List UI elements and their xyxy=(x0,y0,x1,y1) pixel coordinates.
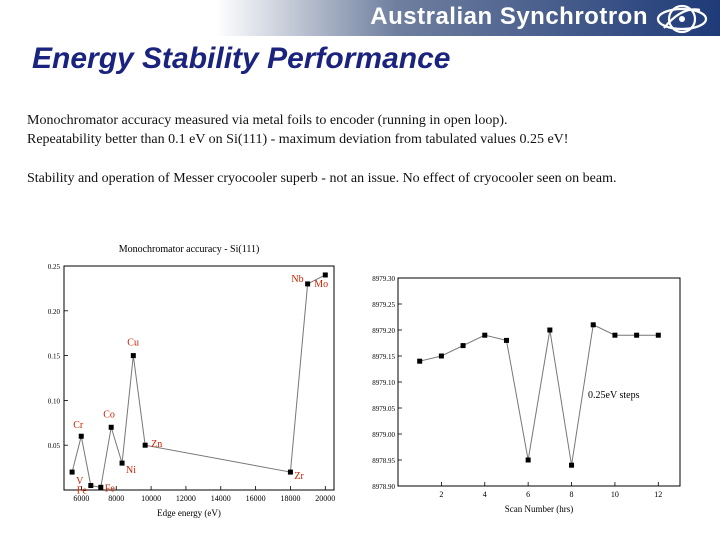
data-point xyxy=(460,343,466,349)
y-tick-label: 8978.90 xyxy=(372,483,395,491)
element-label: Zr xyxy=(294,471,304,482)
x-tick-label: 10000 xyxy=(141,494,161,503)
y-tick-label: 0.25 xyxy=(48,263,61,271)
x-tick-label: 6000 xyxy=(73,494,89,503)
data-point xyxy=(438,353,444,359)
y-tick-label: 0.20 xyxy=(48,308,61,316)
y-tick-label: 8978.95 xyxy=(372,457,395,465)
y-tick-label: 8979.00 xyxy=(372,431,395,439)
data-point xyxy=(503,337,509,343)
page-title: Energy Stability Performance xyxy=(32,42,451,75)
data-point xyxy=(322,272,328,278)
x-tick-label: 2 xyxy=(439,490,443,499)
plot-frame xyxy=(397,277,681,487)
element-label: V xyxy=(76,476,84,487)
x-tick-label: 14000 xyxy=(211,494,231,503)
x-tick-label: 6 xyxy=(526,490,530,499)
x-tick-label: 16000 xyxy=(246,494,266,503)
data-point xyxy=(590,322,596,328)
data-point xyxy=(634,332,640,338)
y-tick-label: 8979.20 xyxy=(372,327,395,335)
x-tick-label: 18000 xyxy=(280,494,300,503)
data-point xyxy=(98,484,104,490)
x-axis-label: Scan Number (hrs) xyxy=(505,504,573,514)
series-line xyxy=(71,274,326,488)
element-label: Cr xyxy=(73,420,84,431)
paragraph-line: Monochromator accuracy measured via meta… xyxy=(27,113,508,128)
data-point xyxy=(612,332,618,338)
data-point xyxy=(655,332,661,338)
x-tick-label: 12000 xyxy=(176,494,196,503)
element-label: Co xyxy=(103,409,115,420)
data-point xyxy=(119,460,125,466)
paragraph-line: Repeatability better than 0.1 eV on Si(1… xyxy=(27,132,569,147)
x-axis-label: Edge energy (eV) xyxy=(157,508,221,518)
y-tick-label: 0.05 xyxy=(48,442,61,450)
x-tick-label: 12 xyxy=(654,490,662,499)
paragraph-accuracy: Monochromator accuracy measured via meta… xyxy=(27,111,687,149)
data-point xyxy=(417,358,423,364)
y-tick-label: 8979.10 xyxy=(372,379,395,387)
monochromator-accuracy-chart: Monochromator accuracy - Si(111) 6000 8000… xyxy=(48,244,336,518)
series-line xyxy=(419,324,659,466)
element-label: Fe xyxy=(77,486,88,497)
element-label: Ni xyxy=(126,465,136,476)
element-label: Zn xyxy=(151,439,162,450)
synchrotron-logo-icon xyxy=(656,4,708,34)
element-label: Mo xyxy=(314,279,328,290)
x-tick-label: 8 xyxy=(570,490,574,499)
data-point xyxy=(142,442,148,448)
element-label: Fe xyxy=(105,483,116,494)
data-point xyxy=(78,433,84,439)
data-point xyxy=(525,457,531,463)
element-label: Cu xyxy=(127,338,139,349)
element-label: Nb xyxy=(291,274,303,285)
energy-stability-chart: 2 4 6 8 10 12 8978.90 8978.95 8979.00 8979.05 8979… xyxy=(372,275,681,514)
data-point xyxy=(547,327,553,333)
data-point xyxy=(88,483,94,489)
x-tick-label: 8000 xyxy=(108,494,124,503)
x-tick-label: 10 xyxy=(611,490,619,499)
y-tick-label: 8979.30 xyxy=(372,275,395,283)
y-tick-label: 8979.15 xyxy=(372,353,395,361)
chart-annotation: 0.25eV steps xyxy=(588,390,640,401)
data-point xyxy=(482,332,488,338)
data-point xyxy=(108,424,114,430)
brand-name: Australian Synchrotron xyxy=(370,3,648,30)
x-tick-label: 4 xyxy=(483,490,487,499)
y-tick-label: 8979.25 xyxy=(372,301,395,309)
header-bar: Australian Synchrotron xyxy=(0,0,720,36)
data-point xyxy=(69,469,75,475)
y-tick-label: 0.10 xyxy=(48,397,61,405)
chart-title: Monochromator accuracy - Si(111) xyxy=(119,244,260,255)
plot-frame xyxy=(63,265,335,491)
y-tick-label: 8979.05 xyxy=(372,405,395,413)
paragraph-cryocooler: Stability and operation of Messer cryoco… xyxy=(27,171,617,186)
x-tick-label: 20000 xyxy=(315,494,335,503)
y-tick-label: 0.15 xyxy=(48,353,61,361)
data-point xyxy=(287,469,293,475)
data-point xyxy=(305,281,311,287)
data-point xyxy=(569,462,575,468)
data-point xyxy=(130,353,136,359)
